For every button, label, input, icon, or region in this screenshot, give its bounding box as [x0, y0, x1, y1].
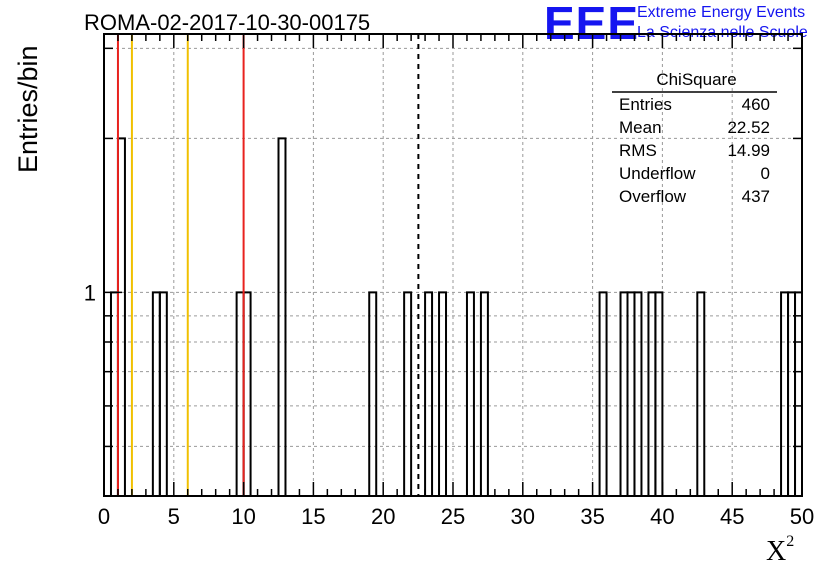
- histogram-bin: [158, 291, 168, 496]
- stats-label: Mean: [619, 118, 662, 137]
- x-tick-label: 45: [720, 504, 744, 529]
- histogram-bin: [787, 291, 797, 496]
- x-axis-label-base: X: [766, 536, 787, 567]
- stats-label: Overflow: [619, 187, 687, 206]
- histogram-bin: [780, 291, 790, 496]
- histogram-bin: [277, 137, 287, 496]
- histogram-bin: [424, 291, 434, 496]
- x-tick-label: 20: [371, 504, 395, 529]
- stats-value: 22.52: [727, 118, 770, 137]
- histogram-bin: [465, 291, 475, 496]
- histogram-bin: [151, 291, 161, 496]
- histogram-bin: [116, 137, 126, 496]
- histogram-bin: [619, 291, 629, 496]
- logo-line-2: La Scienza nelle Scuole: [637, 24, 808, 41]
- x-tick-label: 35: [580, 504, 604, 529]
- x-tick-label: 30: [511, 504, 535, 529]
- histogram-bin: [598, 291, 608, 496]
- stats-label: Underflow: [619, 164, 696, 183]
- stats-title: ChiSquare: [656, 70, 736, 89]
- x-tick-label: 10: [231, 504, 255, 529]
- histogram-bin: [109, 291, 119, 496]
- x-tick-label: 25: [441, 504, 465, 529]
- histogram-bin: [654, 291, 664, 496]
- histogram-bin: [368, 291, 378, 496]
- x-tick-label: 40: [650, 504, 674, 529]
- histogram-bin: [242, 291, 252, 496]
- logo-line-1: Extreme Energy Events: [637, 4, 806, 21]
- chart-title: ROMA-02-2017-10-30-00175: [84, 10, 371, 35]
- histogram-bin: [479, 291, 489, 496]
- histogram-bin: [647, 291, 657, 496]
- bars-layer: [109, 137, 803, 496]
- stats-value: 0: [761, 164, 770, 183]
- histogram-bin: [794, 291, 803, 496]
- histogram-bin: [403, 291, 413, 496]
- histogram-bin: [633, 291, 643, 496]
- x-tick-label: 50: [790, 504, 814, 529]
- x-tick-label: 5: [168, 504, 180, 529]
- y-tick-label: 1: [84, 280, 96, 305]
- axes-layer: 0 5 10 15 20 25 30 35 40 45 50 1: [84, 33, 814, 529]
- x-tick-label: 0: [98, 504, 110, 529]
- vertical-lines-layer: [116, 34, 420, 496]
- stats-value: 460: [742, 95, 770, 114]
- stats-box: ChiSquare Entries 460 Mean 22.52 RMS 14.99 Unde…: [612, 70, 777, 206]
- histogram-bin: [438, 291, 448, 496]
- x-axis-label: X2: [766, 532, 795, 568]
- histogram-bin: [626, 291, 636, 496]
- stats-label: Entries: [619, 95, 672, 114]
- x-axis-label-superscript: 2: [786, 532, 795, 550]
- histogram-bin: [235, 291, 245, 496]
- histogram-bin: [696, 291, 706, 496]
- stats-label: RMS: [619, 141, 657, 160]
- stats-value: 14.99: [727, 141, 770, 160]
- x-tick-label: 15: [301, 504, 325, 529]
- stats-value: 437: [742, 187, 770, 206]
- eee-logo: EEE: [544, 0, 640, 49]
